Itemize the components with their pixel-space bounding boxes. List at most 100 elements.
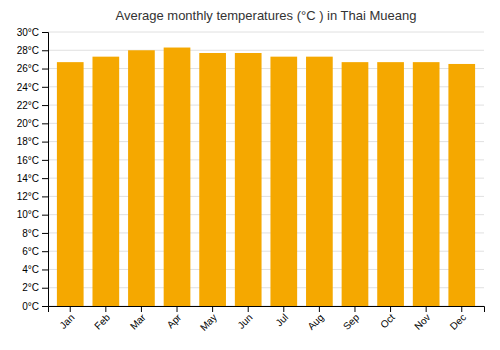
tick: Jan <box>57 306 76 331</box>
tick-mark <box>42 50 48 51</box>
tick: Mar <box>128 306 148 332</box>
bar <box>342 62 369 306</box>
tick-label: 12°C <box>17 191 39 202</box>
bar <box>128 50 155 306</box>
tick: Aug <box>305 306 325 332</box>
bar <box>57 62 84 306</box>
x-axis: Jan Feb Mar Apr May Jun Jul Aug Sep Oct Nov Dec <box>49 306 485 333</box>
tick-label: 20°C <box>17 118 39 129</box>
tick: 12°C <box>17 191 48 202</box>
tick: 10°C <box>17 209 48 220</box>
bar <box>306 57 333 306</box>
tick-mark <box>42 32 48 33</box>
tick: Nov <box>412 306 432 332</box>
tick-mark <box>42 142 48 143</box>
tick-label: 26°C <box>17 63 39 74</box>
grid-line <box>48 32 484 33</box>
tick-label: 6°C <box>22 246 39 257</box>
y-axis: 0°C 2°C 4°C 6°C 8°C 10°C 12°C 14°C 16°C 18°C 20°C 2… <box>17 27 49 312</box>
tick-label: 4°C <box>22 264 39 275</box>
bar <box>413 62 440 306</box>
tick: 26°C <box>17 63 48 74</box>
tick-label: 28°C <box>17 45 39 56</box>
tick-label: Jul <box>273 312 290 329</box>
tick: 22°C <box>17 100 48 111</box>
tick: 28°C <box>17 45 48 56</box>
tick-mark <box>42 105 48 106</box>
tick: 18°C <box>17 136 48 147</box>
tick: 16°C <box>17 155 48 166</box>
tick-mark <box>42 215 48 216</box>
chart: 0°C 2°C 4°C 6°C 8°C 10°C 12°C 14°C 16°C 18°C 20°C 2… <box>0 0 500 350</box>
tick-label: 22°C <box>17 100 39 111</box>
tick: Dec <box>448 306 468 332</box>
tick-mark <box>105 306 106 312</box>
plot: 0°C 2°C 4°C 6°C 8°C 10°C 12°C 14°C 16°C 18°C 20°C 2… <box>17 27 485 333</box>
tick-label: 2°C <box>22 282 39 293</box>
tick-mark <box>283 306 284 312</box>
tick-mark <box>42 123 48 124</box>
tick: Jun <box>235 306 254 331</box>
bar <box>377 62 404 306</box>
tick-label: 14°C <box>17 173 39 184</box>
tick-mark <box>42 87 48 88</box>
tick-label: Apr <box>165 311 184 330</box>
tick-label: 18°C <box>17 136 39 147</box>
tick-mark <box>177 306 178 312</box>
bar <box>199 53 226 306</box>
tick: Sep <box>341 306 362 332</box>
tick: May <box>198 306 219 333</box>
bars <box>57 48 475 306</box>
tick-mark <box>42 233 48 234</box>
axis-line <box>42 33 49 307</box>
tick: 30°C <box>17 27 48 38</box>
tick-label: Nov <box>412 312 432 332</box>
tick-label: Mar <box>128 311 148 331</box>
tick: Jul <box>273 306 290 328</box>
tick-mark <box>248 306 249 312</box>
tick-label: Jan <box>57 312 76 331</box>
tick-label: 8°C <box>22 228 39 239</box>
tick-mark <box>42 251 48 252</box>
tick-mark <box>42 196 48 197</box>
tick-mark <box>461 306 462 312</box>
tick: 20°C <box>17 118 48 129</box>
tick-mark <box>390 306 391 312</box>
bar <box>448 64 475 306</box>
tick: Feb <box>92 306 112 332</box>
tick: 2°C <box>22 282 48 293</box>
tick-mark <box>426 306 427 312</box>
tick: 6°C <box>22 246 48 257</box>
tick-label: Sep <box>341 311 362 332</box>
bar <box>235 53 262 306</box>
tick-mark <box>141 306 142 312</box>
tick-mark <box>212 306 213 312</box>
tick-label: Oct <box>378 312 397 331</box>
title: Average monthly temperatures (°C ) in Th… <box>116 8 417 23</box>
tick-label: 24°C <box>17 82 39 93</box>
tick: 8°C <box>22 228 48 239</box>
tick-label: 10°C <box>17 209 39 220</box>
tick: Apr <box>165 306 184 330</box>
tick-mark <box>42 69 48 70</box>
tick-mark <box>42 288 48 289</box>
tick-mark <box>42 269 48 270</box>
grid-line <box>48 50 484 51</box>
tick-label: Dec <box>448 312 468 332</box>
tick: 0°C <box>22 301 48 312</box>
tick-label: 30°C <box>17 27 39 38</box>
tick-mark <box>70 306 71 312</box>
tick-mark <box>319 306 320 312</box>
tick-mark <box>42 160 48 161</box>
tick-label: 0°C <box>22 301 39 312</box>
tick-label: May <box>198 312 219 333</box>
tick-mark <box>354 306 355 312</box>
tick: 14°C <box>17 173 48 184</box>
tick-label: Feb <box>92 311 112 331</box>
grid <box>48 32 484 306</box>
bar <box>92 57 119 306</box>
tick-mark <box>42 178 48 179</box>
bar <box>164 48 191 306</box>
tick-label: Aug <box>305 312 325 332</box>
tick-label: Jun <box>235 312 254 331</box>
